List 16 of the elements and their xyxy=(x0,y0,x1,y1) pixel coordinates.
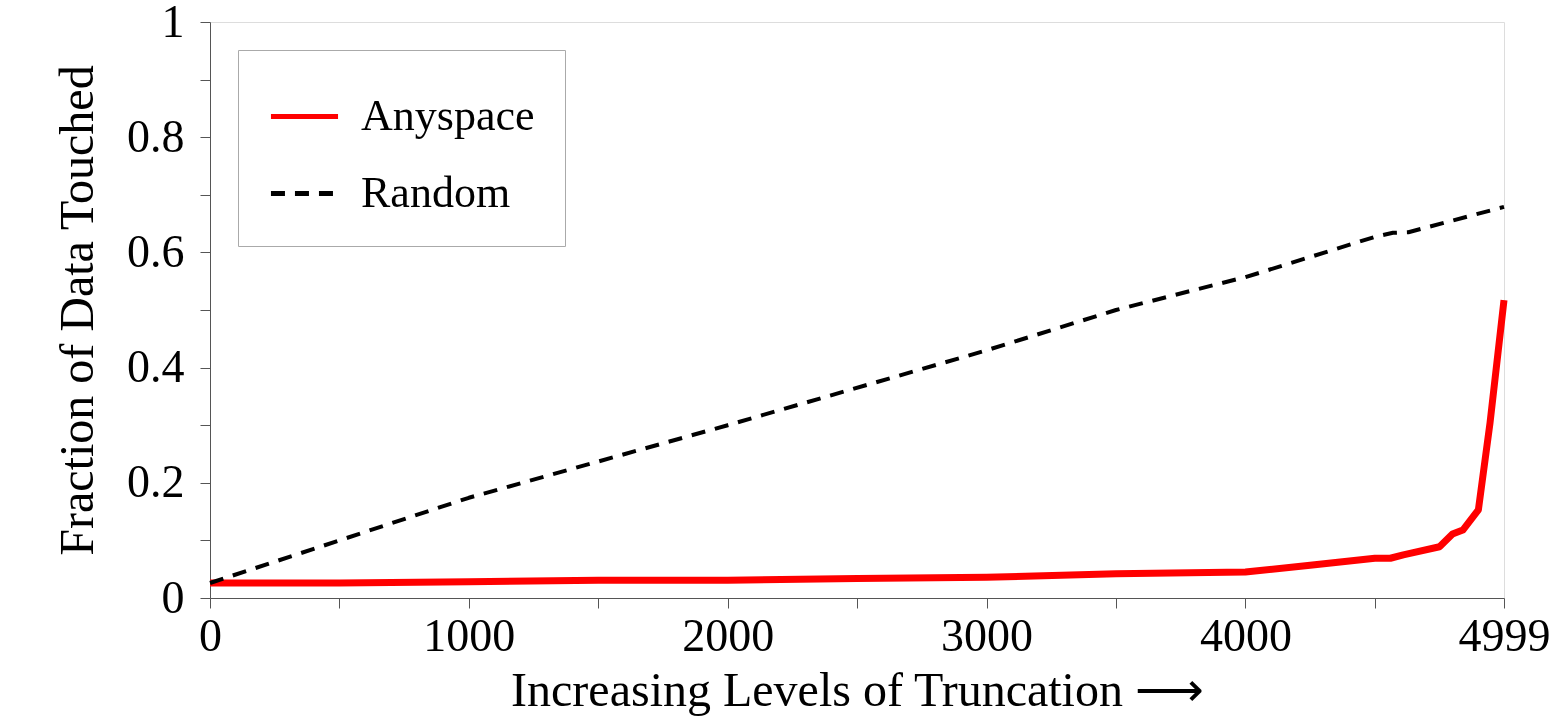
x-tick-label: 2000 xyxy=(682,609,775,661)
y-tick-label: 0.6 xyxy=(127,225,185,277)
x-axis-title: Increasing Levels of Truncation ⟶ xyxy=(511,662,1204,716)
y-axis-title: Fraction of Data Touched xyxy=(50,65,103,556)
legend-label: Random xyxy=(361,167,511,217)
legend-label: Anyspace xyxy=(361,90,535,140)
x-tick-label: 4000 xyxy=(1199,609,1292,661)
x-tick-label: 1000 xyxy=(423,609,516,661)
y-tick-label: 0 xyxy=(161,571,185,623)
x-tick-label: 0 xyxy=(199,609,222,661)
x-tick-label: 3000 xyxy=(941,609,1034,661)
y-tick-label: 0.8 xyxy=(127,110,185,162)
y-tick-label: 0.4 xyxy=(127,341,185,393)
x-tick-label: 4999 xyxy=(1458,609,1551,661)
y-tick-label: 0.2 xyxy=(127,456,185,508)
y-tick-label: 1 xyxy=(161,0,185,47)
